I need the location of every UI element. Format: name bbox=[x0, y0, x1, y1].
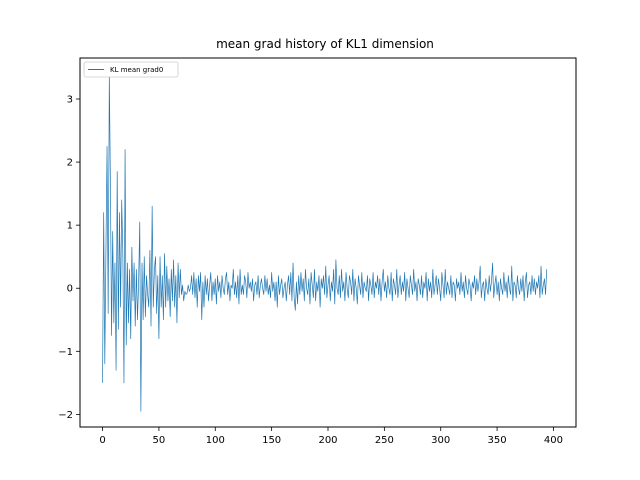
x-tick-label: 0 bbox=[99, 435, 105, 446]
y-tick-label: −1 bbox=[58, 347, 73, 358]
y-tick-label: 2 bbox=[67, 158, 73, 169]
plot-line-layer bbox=[102, 73, 548, 412]
x-tick-label: 200 bbox=[318, 435, 337, 446]
x-tick-label: 400 bbox=[544, 435, 563, 446]
legend-label: KL mean grad0 bbox=[110, 66, 163, 74]
x-tick-label: 150 bbox=[262, 435, 281, 446]
y-tick-label: 0 bbox=[67, 284, 73, 295]
y-tick-label: 3 bbox=[67, 95, 73, 106]
series-line-0 bbox=[102, 73, 548, 412]
legend: KL mean grad0 bbox=[83, 61, 179, 78]
x-tick-label: 350 bbox=[488, 435, 507, 446]
y-axis-ticks: −2 −1 0 1 2 3 bbox=[58, 95, 80, 421]
x-tick-label: 250 bbox=[375, 435, 394, 446]
x-tick-label: 300 bbox=[431, 435, 450, 446]
x-tick-label: 50 bbox=[153, 435, 166, 446]
y-tick-label: 1 bbox=[67, 221, 73, 232]
chart-title: mean grad history of KL1 dimension bbox=[216, 37, 434, 51]
x-axis-ticks: 0 50 100 150 200 250 300 350 400 bbox=[99, 427, 563, 446]
legend-box bbox=[83, 61, 179, 78]
x-tick-label: 100 bbox=[206, 435, 225, 446]
y-tick-label: −2 bbox=[58, 410, 73, 421]
